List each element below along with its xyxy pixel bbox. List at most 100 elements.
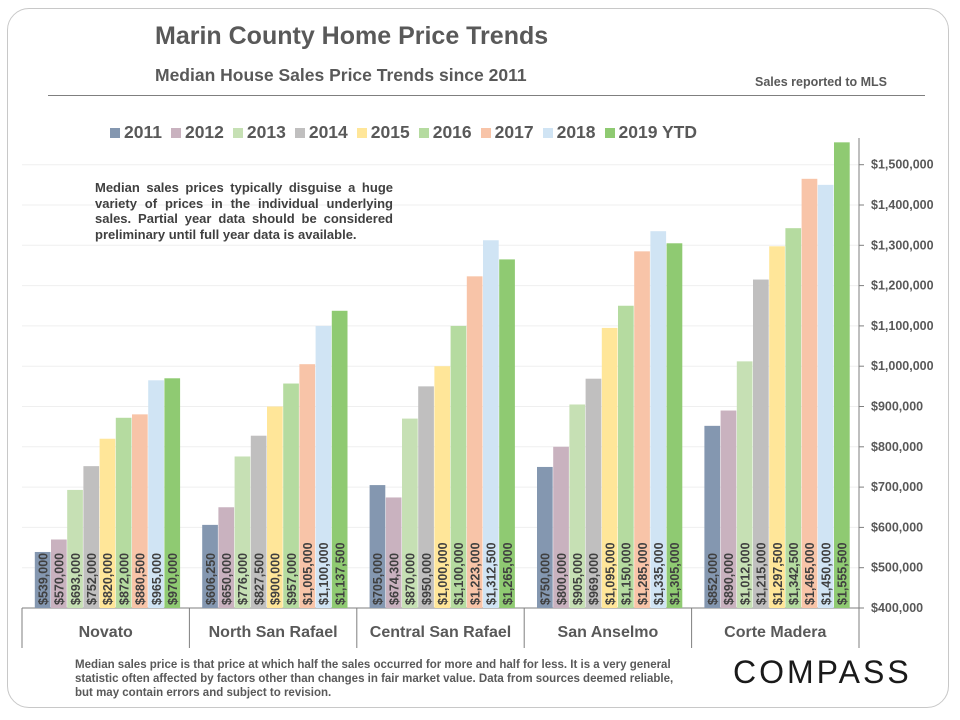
- bar-corte-madera-2013: [736, 361, 753, 608]
- data-label: $957,000: [285, 553, 299, 605]
- legend-swatch: [480, 127, 491, 138]
- legend-swatch: [542, 127, 553, 138]
- data-label: $1,223,000: [468, 542, 482, 605]
- bar-novato-2013: [67, 489, 83, 608]
- y-tick-label: $800,000: [871, 440, 923, 454]
- y-tick-label: $1,500,000: [871, 158, 934, 172]
- legend-item-2012: 2012: [170, 122, 224, 143]
- data-label: $1,450,000: [819, 542, 833, 605]
- legend-label: 2017: [494, 122, 534, 142]
- legend-swatch: [356, 127, 367, 138]
- bar-north-san-rafael-2018: [315, 325, 332, 608]
- legend-label: 2012: [184, 122, 224, 142]
- bar-novato-2014: [83, 466, 100, 608]
- data-label: $750,000: [539, 553, 553, 605]
- legend-swatch: [170, 127, 181, 138]
- y-tick-label: $500,000: [871, 561, 923, 575]
- legend-swatch: [418, 127, 429, 138]
- data-label: $1,335,000: [652, 542, 666, 605]
- legend-swatch: [294, 127, 305, 138]
- bar-central-san-rafael-2019-ytd: [499, 259, 515, 608]
- category-label: Central San Rafael: [370, 624, 511, 641]
- legend-swatch: [110, 127, 120, 138]
- legend-item-2017: 2017: [480, 122, 534, 143]
- legend-item-2018: 2018: [542, 122, 596, 143]
- bar-san-anselmo-2016: [618, 305, 634, 608]
- bar-novato-2012: [51, 539, 67, 608]
- data-label: $693,000: [69, 553, 83, 605]
- bar-north-san-rafael-2015: [267, 406, 283, 608]
- y-tick-label: $1,100,000: [871, 319, 934, 333]
- data-label: $890,000: [722, 553, 736, 605]
- data-label: $1,555,500: [836, 542, 850, 605]
- legend-item-2013: 2013: [232, 122, 286, 143]
- header-divider: [48, 95, 925, 96]
- bar-novato-2019-ytd: [164, 378, 181, 608]
- bar-san-anselmo-2014: [585, 378, 602, 608]
- data-label: $1,000,000: [436, 542, 450, 605]
- data-label: $852,000: [706, 553, 720, 605]
- bar-central-san-rafael-2017: [466, 276, 483, 608]
- data-label: $1,100,000: [452, 542, 466, 605]
- data-label: $900,000: [269, 553, 283, 605]
- bar-corte-madera-2012: [720, 410, 737, 608]
- data-label: $1,095,000: [603, 542, 617, 605]
- bar-north-san-rafael-2013: [234, 456, 251, 608]
- bar-san-anselmo-2015: [601, 327, 618, 608]
- y-tick-label: $400,000: [871, 601, 923, 615]
- data-label: $870,000: [404, 553, 418, 605]
- data-label: $1,312,500: [485, 542, 499, 605]
- bar-corte-madera-2019-ytd: [834, 142, 850, 608]
- data-label: $905,000: [571, 553, 585, 605]
- y-tick-label: $600,000: [871, 520, 923, 534]
- legend-item-2014: 2014: [294, 122, 348, 143]
- bar-corte-madera-2011: [704, 425, 721, 608]
- data-label: $1,005,000: [301, 542, 315, 605]
- legend-swatch: [604, 127, 615, 138]
- bar-central-san-rafael-2011: [369, 485, 386, 608]
- bar-central-san-rafael-2015: [434, 366, 451, 608]
- bar-corte-madera-2015: [769, 246, 785, 608]
- data-label: $1,137,500: [333, 542, 347, 605]
- bar-north-san-rafael-2019-ytd: [331, 310, 348, 608]
- bar-north-san-rafael-2011: [202, 524, 218, 608]
- compass-logo: COMPASS: [733, 654, 912, 690]
- bar-san-anselmo-2011: [537, 466, 553, 608]
- data-label: $1,100,000: [317, 542, 331, 605]
- bar-san-anselmo-2018: [650, 231, 667, 608]
- data-label: $1,150,000: [620, 542, 634, 605]
- data-label: $570,000: [53, 553, 67, 605]
- data-label: $752,000: [85, 553, 99, 605]
- bar-corte-madera-2016: [785, 228, 802, 609]
- y-tick-label: $1,000,000: [871, 359, 934, 373]
- data-label: $1,342,500: [787, 542, 801, 605]
- bar-central-san-rafael-2018: [483, 240, 499, 608]
- bar-north-san-rafael-2017: [299, 364, 316, 608]
- data-label: $705,000: [371, 553, 385, 605]
- data-label: $872,000: [117, 553, 131, 605]
- category-label: North San Rafael: [209, 624, 338, 641]
- bar-novato-2015: [99, 438, 116, 608]
- bar-north-san-rafael-2014: [250, 435, 267, 608]
- y-tick-label: $1,200,000: [871, 279, 934, 293]
- data-label: $827,500: [252, 553, 266, 605]
- legend-item-2015: 2015: [356, 122, 410, 143]
- category-label: San Anselmo: [558, 624, 659, 641]
- legend-item-2011: 2011: [110, 122, 162, 143]
- legend-label: 2018: [556, 122, 596, 142]
- data-label: $970,000: [166, 553, 180, 605]
- y-tick-label: $1,300,000: [871, 238, 934, 252]
- data-label: $1,012,000: [738, 542, 752, 605]
- legend-label: 2013: [246, 122, 286, 142]
- bar-novato-2018: [148, 380, 164, 608]
- bar-central-san-rafael-2016: [450, 325, 467, 608]
- legend-item-2019-ytd: 2019 YTD: [604, 122, 698, 143]
- legend-label: 2019 YTD: [618, 122, 698, 142]
- data-label: $950,000: [420, 553, 434, 605]
- data-label: $650,000: [220, 553, 234, 605]
- bar-corte-madera-2018: [817, 184, 834, 608]
- legend-label: 2011: [124, 122, 162, 142]
- data-label: $674,300: [387, 553, 401, 605]
- data-label: $1,215,000: [755, 542, 769, 605]
- bar-san-anselmo-2019-ytd: [666, 243, 683, 608]
